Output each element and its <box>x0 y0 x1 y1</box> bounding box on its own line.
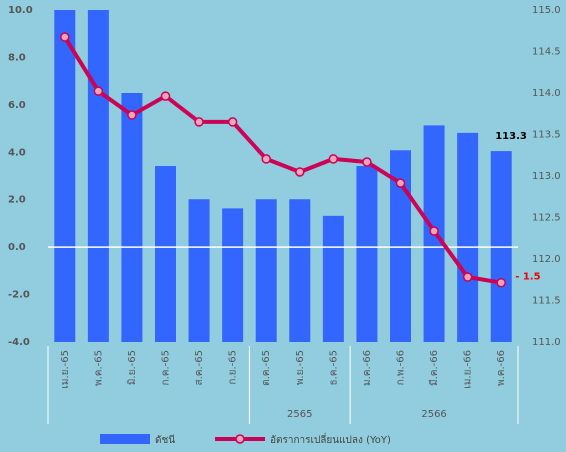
line-marker <box>429 226 439 236</box>
bar <box>121 93 143 342</box>
line-value-label: - 1.5 <box>515 272 540 283</box>
x-tick-label: ส.ค.-65 <box>194 350 205 385</box>
x-tick-label: ก.ค.-65 <box>161 350 172 385</box>
bar <box>155 166 176 342</box>
line-marker <box>395 178 406 188</box>
x-tick-label: ก.พ.-66 <box>396 350 407 385</box>
x-tick-label: ต.ค.-65 <box>261 350 272 386</box>
bar <box>390 150 411 342</box>
y2-tick-label: 114.0 <box>532 88 561 99</box>
line <box>63 35 502 285</box>
line-marker <box>60 32 70 42</box>
y-tick-label: 2.0 <box>8 195 26 206</box>
group-label: 2566 <box>421 409 446 420</box>
line-marker <box>362 157 372 167</box>
line-marker <box>227 117 238 127</box>
y-tick-label: 6.0 <box>8 100 26 111</box>
bar-value-label: 113.3 <box>495 131 527 142</box>
line-marker <box>127 110 137 120</box>
bar <box>356 166 378 342</box>
bar <box>255 199 277 342</box>
y-tick-label: 0.0 <box>8 242 26 253</box>
y-tick-label: 10.0 <box>8 5 33 16</box>
bar <box>87 10 109 342</box>
y2-tick-label: 113.0 <box>532 171 561 182</box>
y-tick-label: -2.0 <box>8 290 30 301</box>
legend-marker <box>235 434 245 444</box>
line-marker <box>496 277 506 288</box>
x-tick-label: มิ.ย.-65 <box>127 350 138 385</box>
line-marker <box>261 154 271 164</box>
y2-tick-label: 111.5 <box>532 296 561 307</box>
y-tick-label: -4.0 <box>8 337 30 348</box>
bar <box>54 10 76 342</box>
x-tick-label: ก.ย.-65 <box>228 350 239 385</box>
x-tick-label: ธ.ค.-65 <box>328 350 339 385</box>
bar <box>322 215 344 342</box>
y2-tick-label: 114.5 <box>532 47 561 58</box>
bar <box>222 208 244 342</box>
x-tick-label: พ.ค.-66 <box>496 350 507 386</box>
line-marker <box>462 272 473 282</box>
y-tick-label: 4.0 <box>8 147 26 158</box>
bar <box>289 199 311 342</box>
x-tick-label: พ.ค.-65 <box>93 350 104 386</box>
group-label: 2565 <box>287 409 312 420</box>
legend-label: ดัชนี <box>155 434 175 446</box>
line-marker <box>194 117 204 127</box>
bar <box>188 199 210 342</box>
y2-tick-label: 113.5 <box>532 130 561 141</box>
y2-tick-label: 112.5 <box>532 213 561 224</box>
legend-label: อัตราการเปลี่ยนแปลง (YoY) <box>270 432 391 446</box>
line-marker <box>160 91 171 101</box>
y-tick-label: 8.0 <box>8 52 26 63</box>
x-tick-label: เม.ย.-65 <box>60 350 71 389</box>
y2-tick-label: 115.0 <box>532 5 561 16</box>
x-tick-label: เม.ย.-66 <box>463 350 474 389</box>
legend-swatch <box>100 434 150 444</box>
bar <box>457 132 479 342</box>
y2-tick-label: 112.0 <box>532 254 561 265</box>
line-marker <box>295 167 305 177</box>
y2-tick-label: 111.0 <box>532 337 561 348</box>
line-marker <box>93 86 104 96</box>
line-marker <box>328 154 339 164</box>
x-tick-label: ม.ค.-66 <box>362 350 373 386</box>
x-tick-label: พ.ย.-65 <box>295 350 306 385</box>
x-tick-label: มี.ค.-66 <box>428 350 440 386</box>
